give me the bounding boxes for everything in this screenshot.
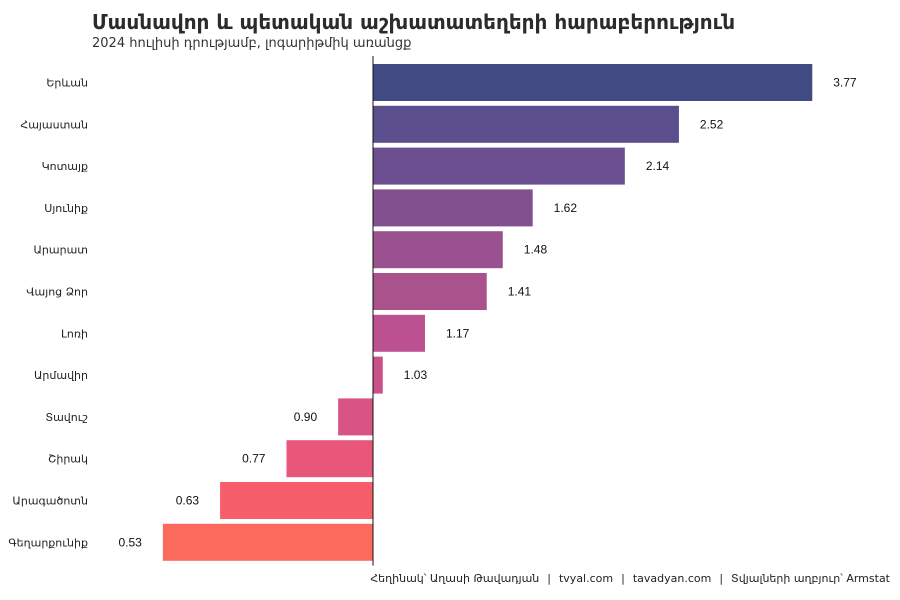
category-label: Լոռի — [61, 327, 88, 340]
category-label: Արմավիր — [34, 369, 88, 382]
value-label: 2.14 — [646, 159, 670, 173]
value-label: 1.17 — [446, 326, 470, 340]
category-label: Տավուշ — [45, 411, 88, 424]
bar — [373, 147, 625, 185]
value-label: 0.53 — [118, 535, 142, 549]
bar — [162, 523, 373, 561]
caption-source: Տվյալների աղբյուր՝ Armstat — [731, 572, 890, 585]
chart-title: Մասնավոր և պետական աշխատատեղերի հարաբերո… — [92, 10, 736, 34]
labels-layer: Երևան 3.77 Հայաստան 2.52 Կոտայք 2.14 Սյունիք 1.… — [8, 76, 857, 550]
value-label: 1.48 — [524, 243, 548, 257]
value-label: 3.77 — [833, 76, 857, 90]
bar — [373, 189, 533, 227]
value-label: 1.62 — [554, 201, 578, 215]
category-label: Հայաստան — [20, 118, 88, 131]
bar — [373, 314, 425, 352]
bar — [373, 231, 503, 269]
bar — [220, 482, 373, 519]
value-label: 0.90 — [294, 410, 318, 424]
category-label: Կոտայք — [42, 160, 88, 173]
category-label: Շիրակ — [48, 453, 88, 466]
category-label: Արագածոտն — [12, 495, 88, 508]
bar — [373, 105, 679, 143]
category-label: Երևան — [46, 77, 88, 90]
bar — [373, 273, 487, 310]
caption-separator: | — [719, 572, 724, 585]
value-label: 2.52 — [700, 117, 724, 131]
caption-site-2: tavadyan.com — [632, 572, 712, 585]
category-label: Վայոց Ձոր — [26, 286, 88, 299]
value-label: 0.63 — [176, 494, 200, 508]
bar — [373, 356, 383, 394]
caption-separator: | — [621, 572, 625, 585]
bar — [286, 440, 373, 478]
value-label: 1.03 — [404, 368, 428, 382]
bar — [373, 64, 813, 101]
chart-subtitle: 2024 հուլիսի դրությամբ, լոգարիթմիկ առանց… — [92, 36, 412, 51]
category-label: Սյունիք — [44, 202, 88, 215]
caption-author: Հեղինակ՝ Աղասի Թավադյան — [370, 572, 540, 585]
bars-layer — [162, 64, 813, 561]
category-label: Արարատ — [33, 244, 88, 257]
bar — [338, 398, 373, 436]
caption-separator: | — [547, 572, 551, 585]
category-label: Գեղարքունիք — [8, 536, 88, 549]
value-label: 0.77 — [242, 452, 266, 466]
chart-caption: Հեղինակ՝ Աղասի Թավադյան | tvyal.com | tavady… — [370, 572, 890, 585]
caption-site-1: tvyal.com — [558, 572, 614, 585]
value-label: 1.41 — [508, 285, 532, 299]
